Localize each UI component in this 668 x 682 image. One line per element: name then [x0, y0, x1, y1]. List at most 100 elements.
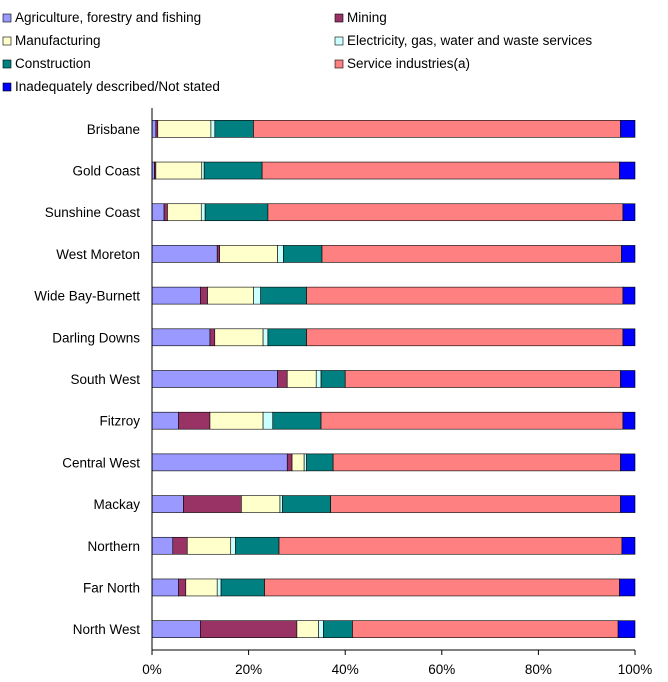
legend-item-service-industries-a: Service industries(a): [334, 56, 470, 71]
bar-segment-service-industries-a: [306, 328, 624, 347]
bar-segment-manufacturing: [185, 578, 218, 597]
bar-segment-agriculture-forestry-and-fishing: [151, 370, 278, 388]
legend-swatch: [2, 59, 12, 69]
x-tick-label: 60%: [428, 662, 455, 677]
bar-segment-service-industries-a: [253, 120, 621, 138]
bar-segment-inadequately-described-not-stated: [619, 578, 636, 597]
bar-segment-construction: [306, 453, 334, 472]
y-tick-label-south-west: South West: [70, 372, 140, 387]
bar-segment-mining: [200, 286, 208, 305]
bar-segment-service-industries-a: [320, 411, 624, 430]
x-tick-label: 100%: [618, 662, 653, 677]
bar-row-wide-bay-burnett: [151, 286, 636, 305]
legend-item-electricity-gas-water-and-waste-services: Electricity, gas, water and waste servic…: [334, 33, 592, 48]
bar-segment-construction: [267, 328, 307, 347]
x-tick-label: 20%: [235, 662, 262, 677]
bar-row-brisbane: [151, 120, 636, 138]
bar-segment-electricity-gas-water-and-waste-services: [200, 203, 206, 222]
legend-swatch: [334, 59, 344, 69]
legend-swatch: [2, 13, 12, 23]
x-tick-label: 40%: [332, 662, 359, 677]
bar-segment-manufacturing: [291, 453, 305, 472]
legend-label: Electricity, gas, water and waste servic…: [347, 33, 592, 48]
bar-segment-service-industries-a: [264, 578, 620, 597]
bar-segment-construction: [272, 411, 322, 430]
bar-segment-electricity-gas-water-and-waste-services: [318, 620, 324, 638]
bar-segment-service-industries-a: [344, 370, 621, 388]
bar-segment-agriculture-forestry-and-fishing: [151, 120, 157, 138]
bar-segment-agriculture-forestry-and-fishing: [151, 495, 184, 513]
bar-segment-construction: [320, 370, 346, 388]
bar-segment-inadequately-described-not-stated: [619, 161, 636, 180]
legend-item-construction: Construction: [2, 56, 91, 71]
bar-segment-electricity-gas-water-and-waste-services: [315, 370, 322, 388]
x-axis: 0% 20% 40% 60% 80% 100%: [142, 108, 652, 677]
bar-segment-inadequately-described-not-stated: [620, 370, 636, 388]
bar-group: [151, 120, 636, 638]
y-axis-labels: Brisbane Gold Coast Sunshine Coast West Mor…: [34, 122, 140, 637]
legend-swatch: [334, 36, 344, 46]
bar-segment-mining: [286, 453, 293, 472]
bar-segment-agriculture-forestry-and-fishing: [151, 245, 218, 263]
y-tick-label-sunshine-coast: Sunshine Coast: [45, 205, 141, 220]
y-tick-label-far-north: Far North: [83, 580, 140, 595]
bar-segment-agriculture-forestry-and-fishing: [151, 286, 201, 305]
bar-segment-manufacturing: [155, 161, 203, 180]
bar-segment-inadequately-described-not-stated: [622, 328, 636, 347]
y-tick-label-brisbane: Brisbane: [87, 122, 140, 137]
bar-segment-manufacturing: [214, 328, 264, 347]
bar-segment-service-industries-a: [278, 536, 623, 555]
y-tick-label-west-moreton: West Moreton: [56, 247, 140, 262]
bar-segment-electricity-gas-water-and-waste-services: [230, 536, 236, 555]
bar-segment-construction: [204, 203, 269, 222]
bar-segment-electricity-gas-water-and-waste-services: [210, 120, 216, 138]
bar-segment-mining: [163, 203, 168, 222]
legend-swatch: [334, 13, 344, 23]
bar-segment-mining: [183, 495, 242, 513]
bar-row-central-west: [151, 453, 636, 472]
bar-segment-electricity-gas-water-and-waste-services: [216, 578, 222, 597]
bar-segment-construction: [283, 245, 323, 263]
bar-row-gold-coast: [151, 161, 636, 180]
bar-segment-electricity-gas-water-and-waste-services: [253, 286, 261, 305]
bar-row-sunshine-coast: [151, 203, 636, 222]
bar-segment-service-industries-a: [321, 245, 622, 263]
bar-segment-inadequately-described-not-stated: [620, 120, 636, 138]
legend-label: Agriculture, forestry and fishing: [15, 10, 201, 25]
bar-segment-service-industries-a: [267, 203, 624, 222]
bar-segment-electricity-gas-water-and-waste-services: [303, 453, 307, 472]
bar-segment-inadequately-described-not-stated: [622, 411, 636, 430]
bar-segment-electricity-gas-water-and-waste-services: [277, 245, 284, 263]
bar-segment-manufacturing: [241, 495, 281, 513]
bar-segment-manufacturing: [167, 203, 202, 222]
bar-segment-inadequately-described-not-stated: [622, 203, 636, 222]
bar-segment-manufacturing: [157, 120, 212, 138]
bar-segment-mining: [277, 370, 288, 388]
y-tick-label-mackay: Mackay: [93, 497, 140, 512]
legend-label: Inadequately described/Not stated: [15, 79, 220, 94]
bar-segment-agriculture-forestry-and-fishing: [151, 328, 211, 347]
legend-swatch: [2, 36, 12, 46]
bar-segment-agriculture-forestry-and-fishing: [151, 536, 174, 555]
bar-segment-manufacturing: [209, 411, 264, 430]
bar-row-northern: [151, 536, 636, 555]
legend-item-mining: Mining: [334, 10, 387, 25]
y-tick-label-darling-downs: Darling Downs: [52, 330, 140, 345]
legend-swatch: [2, 82, 12, 92]
legend-item-manufacturing: Manufacturing: [2, 33, 101, 48]
legend-label: Mining: [347, 10, 387, 25]
bar-row-south-west: [151, 370, 636, 388]
bar-segment-electricity-gas-water-and-waste-services: [262, 411, 274, 430]
bar-segment-mining: [200, 620, 298, 638]
bar-segment-construction: [203, 161, 263, 180]
bar-segment-inadequately-described-not-stated: [617, 620, 636, 638]
y-tick-label-fitzroy: Fitzroy: [100, 414, 141, 429]
bar-segment-construction: [220, 578, 265, 597]
legend-label: Construction: [15, 56, 91, 71]
bar-segment-mining: [172, 536, 188, 555]
bar-segment-agriculture-forestry-and-fishing: [151, 453, 288, 472]
x-tick-label: 80%: [525, 662, 552, 677]
bar-segment-mining: [178, 578, 187, 597]
bar-row-darling-downs: [151, 328, 636, 347]
